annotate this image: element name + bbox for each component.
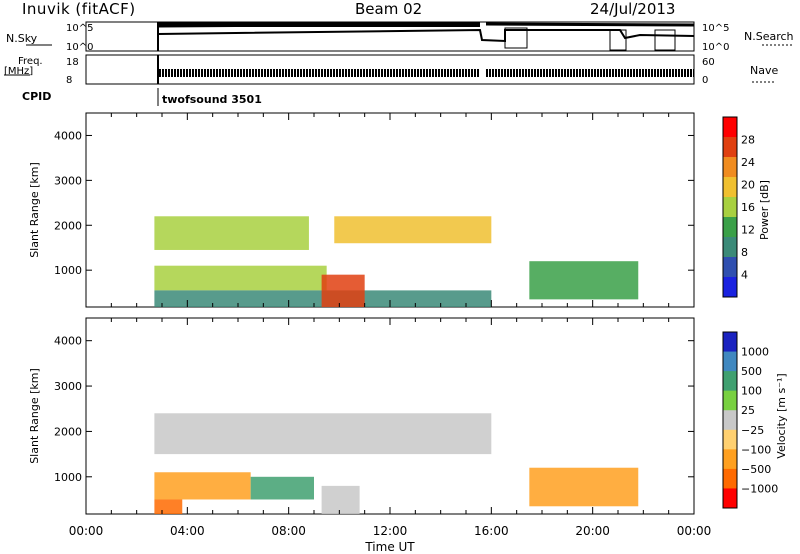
noise-sky-trace [158,22,480,27]
scatter-region [154,499,183,514]
freq-tick-low: 8 [66,75,72,86]
date-title: 24/Jul/2013 [590,0,676,18]
freq-tick-high: 18 [66,57,79,68]
y-tick-label: 3000 [54,174,82,187]
scatter-region [334,216,492,244]
nsearch-label: N.Search [744,30,794,43]
colorbar-swatch [723,217,737,238]
time-xlabel: Time UT [364,540,415,554]
velocity-panel: 4000 3000 2000 1000 [54,317,695,515]
colorbar-swatch [723,157,737,178]
velocity-colorbar-label: Velocity [m s⁻¹] [775,373,788,458]
nave-label: Nave [750,64,778,77]
scatter-region [154,413,492,455]
colorbar-swatch [723,351,737,372]
colorbar-swatch [723,332,737,353]
freq-panel [4,54,774,85]
colorbar-swatch [723,390,737,411]
noise-tick-low: 10^0 [66,42,93,53]
colorbar-tick-label: 1000 [741,346,769,359]
colorbar-swatch [723,410,737,431]
y-tick-label: 4000 [54,129,82,142]
noise-tick-low-right: 10^0 [702,42,729,53]
noise-tick-high-right: 10^5 [702,23,729,34]
x-tick-label: 12:00 [373,524,408,538]
noise-panel [26,21,792,52]
colorbar-swatch [723,117,737,138]
colorbar-tick-label: 24 [741,156,755,169]
cpid-label: CPID [22,90,51,103]
scatter-region [529,261,639,300]
colorbar-tick-label: 8 [741,246,748,259]
nave-tick-low: 0 [702,75,708,86]
colorbar-tick-label: −25 [741,424,764,437]
colorbar-tick-label: 25 [741,404,755,417]
y-tick-label: 2000 [54,219,82,232]
time-axis: 00:00 04:00 08:00 12:00 16:00 20:00 00:00 [69,524,712,538]
scatter-region [321,274,365,307]
noise-tick-high: 10^5 [66,23,93,34]
colorbar-swatch [723,137,737,158]
colorbar-tick-label: −500 [741,463,771,476]
scatter-region [154,216,309,250]
colorbar-swatch [723,449,737,470]
nsky-label: N.Sky [6,32,38,45]
x-tick-label: 00:00 [677,524,712,538]
colorbar-swatch [723,177,737,198]
colorbar-tick-label: 100 [741,385,762,398]
colorbar-tick-label: 500 [741,365,762,378]
station-title: Inuvik (fitACF) [22,0,136,18]
power-panel: 4000 3000 2000 1000 [54,112,695,308]
colorbar-tick-label: −1000 [741,482,778,495]
colorbar-swatch [723,468,737,489]
colorbar-swatch [723,488,737,509]
colorbar-swatch [723,429,737,450]
scatter-region [529,467,639,507]
colorbar-swatch [723,277,737,298]
cpid-value: twofsound 3501 [162,93,262,106]
x-tick-label: 16:00 [474,524,509,538]
colorbar-swatch [723,197,737,218]
freq-unit-label: [MHz] [4,66,33,77]
x-tick-label: 20:00 [575,524,610,538]
scatter-region [154,472,251,500]
nave-tick-high: 60 [702,57,715,68]
y-tick-label: 3000 [54,380,82,393]
power-colorbar-label: Power [dB] [758,180,771,240]
y-tick-label: 1000 [54,264,82,277]
colorbar-tick-label: 20 [741,179,755,192]
velocity-colorbar: 1000 500 100 25 −25 −100 −500 −1000 [722,331,778,509]
colorbar-tick-label: 12 [741,224,755,237]
colorbar-swatch [723,237,737,258]
freq-label: Freq. [18,56,43,67]
y-tick-label: 4000 [54,335,82,348]
scatter-region [154,265,327,291]
colorbar-tick-label: −100 [741,443,771,456]
power-ylabel: Slant Range [km] [28,162,41,258]
colorbar-tick-label: 16 [741,201,755,214]
x-tick-label: 00:00 [69,524,104,538]
colorbar-swatch [723,371,737,392]
velocity-ylabel: Slant Range [km] [28,368,41,464]
beam-title: Beam 02 [355,0,423,18]
y-tick-label: 2000 [54,425,82,438]
x-tick-label: 04:00 [170,524,205,538]
x-tick-label: 08:00 [271,524,306,538]
power-colorbar: 28 24 20 16 12 8 4 [722,116,755,298]
colorbar-tick-label: 28 [741,134,755,147]
scatter-region [321,485,360,514]
colorbar-tick-label: 4 [741,269,748,282]
colorbar-swatch [723,257,737,278]
scatter-region [250,476,314,500]
y-tick-label: 1000 [54,471,82,484]
